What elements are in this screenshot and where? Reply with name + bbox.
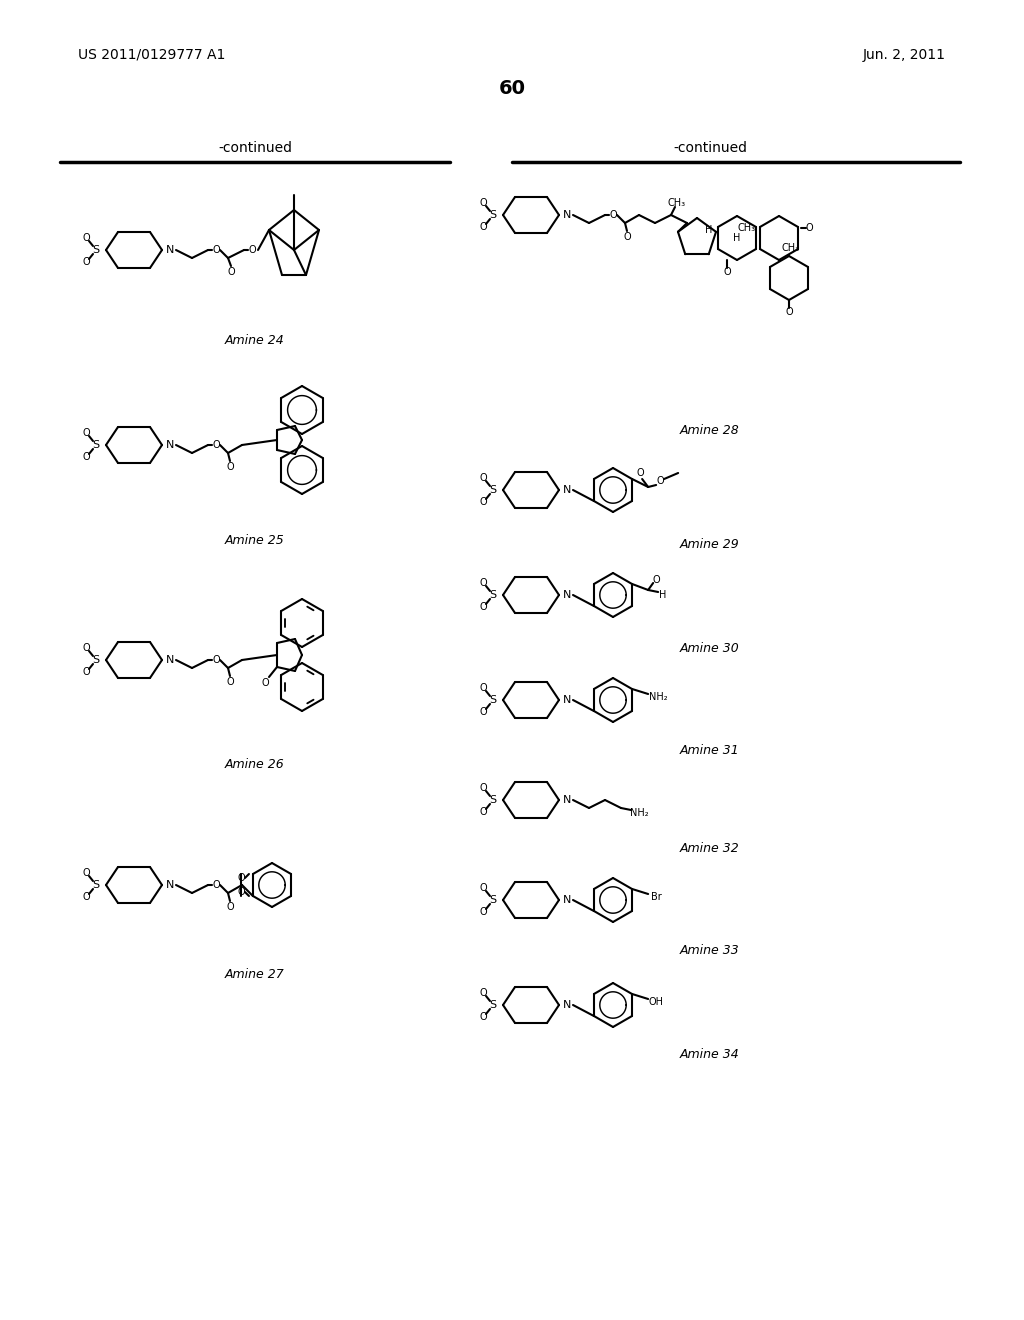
Text: N: N: [563, 590, 571, 601]
Text: H: H: [706, 224, 713, 235]
Text: O: O: [479, 708, 486, 717]
Text: O: O: [82, 643, 90, 653]
Text: O: O: [652, 576, 659, 585]
Text: S: S: [489, 210, 497, 220]
Text: O: O: [82, 892, 90, 902]
Text: N: N: [166, 880, 174, 890]
Text: N: N: [563, 484, 571, 495]
Text: O: O: [656, 477, 664, 486]
Text: O: O: [226, 677, 233, 686]
Text: O: O: [226, 902, 233, 912]
Text: O: O: [479, 473, 486, 483]
Text: O: O: [479, 987, 486, 998]
Text: O: O: [624, 232, 631, 242]
Text: O: O: [227, 267, 234, 277]
Text: Amine 29: Amine 29: [680, 539, 740, 552]
Text: O: O: [82, 869, 90, 878]
Text: O: O: [636, 469, 644, 478]
Text: Jun. 2, 2011: Jun. 2, 2011: [863, 48, 946, 62]
Text: Amine 24: Amine 24: [225, 334, 285, 346]
Text: NH₂: NH₂: [649, 692, 668, 702]
Text: O: O: [479, 1012, 486, 1022]
Text: S: S: [489, 1001, 497, 1010]
Text: O: O: [723, 267, 731, 277]
Text: N: N: [563, 895, 571, 906]
Text: S: S: [92, 246, 99, 255]
Text: O: O: [82, 428, 90, 438]
Text: O: O: [805, 223, 813, 234]
Text: N: N: [563, 210, 571, 220]
Text: O: O: [785, 308, 793, 317]
Text: Amine 31: Amine 31: [680, 743, 740, 756]
Text: O: O: [82, 234, 90, 243]
Text: S: S: [92, 655, 99, 665]
Text: S: S: [489, 590, 497, 601]
Text: O: O: [238, 887, 245, 898]
Text: S: S: [489, 696, 497, 705]
Text: -continued: -continued: [218, 141, 292, 154]
Text: O: O: [226, 462, 233, 473]
Text: O: O: [609, 210, 616, 220]
Text: O: O: [479, 682, 486, 693]
Text: Amine 34: Amine 34: [680, 1048, 740, 1061]
Text: H: H: [733, 234, 740, 243]
Text: O: O: [212, 246, 220, 255]
Text: S: S: [489, 484, 497, 495]
Text: O: O: [479, 783, 486, 793]
Text: S: S: [92, 880, 99, 890]
Text: Br: Br: [651, 892, 662, 902]
Text: N: N: [166, 246, 174, 255]
Text: N: N: [563, 1001, 571, 1010]
Text: O: O: [479, 602, 486, 612]
Text: O: O: [479, 498, 486, 507]
Text: NH₂: NH₂: [630, 808, 648, 818]
Text: O: O: [212, 655, 220, 665]
Text: O: O: [82, 257, 90, 267]
Text: Amine 26: Amine 26: [225, 759, 285, 771]
Text: CH₃: CH₃: [668, 198, 686, 209]
Text: Amine 27: Amine 27: [225, 969, 285, 982]
Text: S: S: [489, 795, 497, 805]
Text: OH: OH: [648, 997, 664, 1007]
Text: O: O: [479, 578, 486, 587]
Text: O: O: [248, 246, 256, 255]
Text: N: N: [166, 655, 174, 665]
Text: Amine 25: Amine 25: [225, 533, 285, 546]
Text: 60: 60: [499, 78, 525, 98]
Text: O: O: [212, 440, 220, 450]
Text: N: N: [166, 440, 174, 450]
Text: Amine 32: Amine 32: [680, 842, 740, 854]
Text: O: O: [261, 678, 269, 688]
Text: S: S: [92, 440, 99, 450]
Text: O: O: [82, 451, 90, 462]
Text: CH₃: CH₃: [782, 243, 800, 253]
Text: Amine 28: Amine 28: [680, 424, 740, 437]
Text: -continued: -continued: [673, 141, 746, 154]
Text: N: N: [563, 696, 571, 705]
Text: O: O: [479, 198, 486, 209]
Text: O: O: [479, 807, 486, 817]
Text: CH₃: CH₃: [738, 223, 756, 234]
Text: O: O: [479, 222, 486, 232]
Text: S: S: [489, 895, 497, 906]
Text: O: O: [212, 880, 220, 890]
Text: Amine 30: Amine 30: [680, 642, 740, 655]
Text: O: O: [82, 667, 90, 677]
Text: N: N: [563, 795, 571, 805]
Text: Amine 33: Amine 33: [680, 944, 740, 957]
Text: H: H: [659, 590, 667, 601]
Text: O: O: [479, 883, 486, 894]
Text: O: O: [479, 907, 486, 917]
Text: O: O: [238, 873, 245, 883]
Text: US 2011/0129777 A1: US 2011/0129777 A1: [78, 48, 225, 62]
